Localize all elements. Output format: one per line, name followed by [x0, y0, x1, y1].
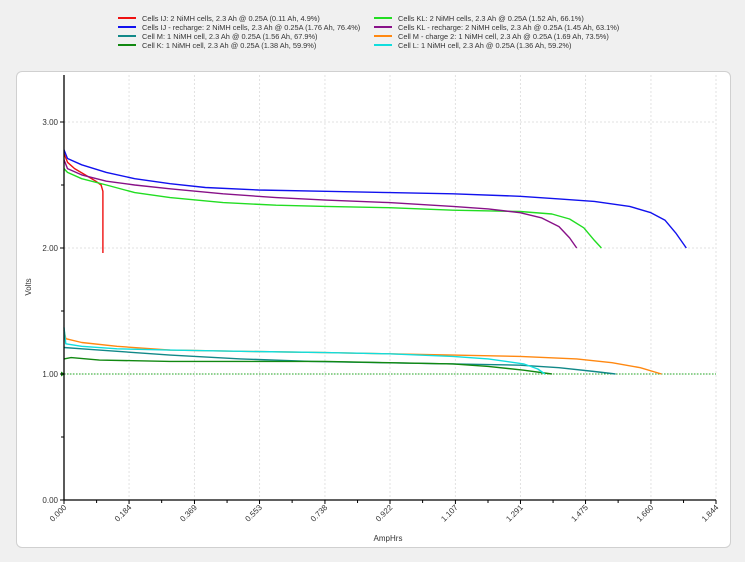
gridlines: [64, 75, 717, 500]
y-tick-label: 2.00: [42, 244, 58, 253]
legend-swatch: [374, 35, 392, 37]
x-tick-label: 1.660: [635, 503, 656, 524]
legend-label: Cell M - charge 2: 1 NiMH cell, 2.3 Ah @…: [398, 31, 609, 41]
legend-item-cell-l: Cell L: 1 NiMH cell, 2.3 Ah @ 0.25A (1.3…: [374, 40, 572, 50]
legend-label: Cell L: 1 NiMH cell, 2.3 Ah @ 0.25A (1.3…: [398, 40, 572, 50]
legend-label: Cells KL - recharge: 2 NiMH cells, 2.3 A…: [398, 22, 620, 32]
y-tick-label: 3.00: [42, 118, 58, 127]
legend-swatch: [118, 26, 136, 28]
series-line: [63, 159, 578, 249]
legend-item-cell-m: Cell M: 1 NiMH cell, 2.3 Ah @ 0.25A (1.5…: [118, 31, 318, 41]
legend-swatch: [374, 17, 392, 19]
x-axis-title: AmpHrs: [374, 534, 403, 543]
series-line: [63, 329, 662, 375]
legend-swatch: [374, 26, 392, 28]
legend-swatch: [118, 17, 136, 19]
legend-item-cells-kl-recharge: Cells KL - recharge: 2 NiMH cells, 2.3 A…: [374, 22, 620, 32]
y-tick-label: 1.00: [42, 370, 58, 379]
data-series: [63, 149, 687, 375]
series-line: [63, 168, 602, 249]
legend-label: Cells IJ: 2 NiMH cells, 2.3 Ah @ 0.25A (…: [142, 13, 320, 23]
y-tick-label: 0.00: [42, 496, 58, 505]
series-line: [63, 149, 687, 249]
x-tick-label: 1.475: [569, 503, 590, 524]
legend-label: Cell K: 1 NiMH cell, 2.3 Ah @ 0.25A (1.3…: [142, 40, 317, 50]
legend-item-cells-ij: Cells IJ: 2 NiMH cells, 2.3 Ah @ 0.25A (…: [118, 13, 320, 23]
x-tick-label: 0.553: [243, 503, 264, 524]
legend-swatch: [118, 44, 136, 46]
chart-legend: Cells IJ: 2 NiMH cells, 2.3 Ah @ 0.25A (…: [0, 14, 745, 54]
chart-panel: [16, 71, 731, 548]
y-axis-title: Volts: [24, 278, 33, 295]
x-tick-label: 0.000: [48, 503, 69, 524]
series-line: [63, 356, 552, 375]
legend-swatch: [118, 35, 136, 37]
legend-item-cell-k: Cell K: 1 NiMH cell, 2.3 Ah @ 0.25A (1.3…: [118, 40, 317, 50]
legend-swatch: [374, 44, 392, 46]
series-line: [63, 327, 546, 375]
x-tick-label: 1.844: [700, 503, 721, 524]
legend-item-cell-m-charge-2: Cell M - charge 2: 1 NiMH cell, 2.3 Ah @…: [374, 31, 609, 41]
series-line: [63, 153, 104, 253]
x-axis-ticks: 0.000 0.184 0.369 0.553 0.738 0.922 1.107 1.291…: [48, 500, 721, 524]
x-tick-label: 1.291: [504, 503, 525, 524]
x-tick-label: 0.369: [178, 503, 199, 524]
x-tick-label: 0.922: [374, 503, 395, 524]
legend-item-cells-ij-recharge: Cells IJ - recharge: 2 NiMH cells, 2.3 A…: [118, 22, 361, 32]
x-tick-label: 1.107: [439, 503, 460, 524]
x-tick-label: 0.738: [309, 503, 330, 524]
legend-item-cells-kl: Cells KL: 2 NiMH cells, 2.3 Ah @ 0.25A (…: [374, 13, 584, 23]
legend-label: Cells IJ - recharge: 2 NiMH cells, 2.3 A…: [142, 22, 361, 32]
y-axis-ticks: 0.00 1.00 2.00 3.00: [42, 118, 64, 505]
legend-label: Cells KL: 2 NiMH cells, 2.3 Ah @ 0.25A (…: [398, 13, 584, 23]
legend-label: Cell M: 1 NiMH cell, 2.3 Ah @ 0.25A (1.5…: [142, 31, 318, 41]
x-tick-label: 0.184: [113, 503, 134, 524]
